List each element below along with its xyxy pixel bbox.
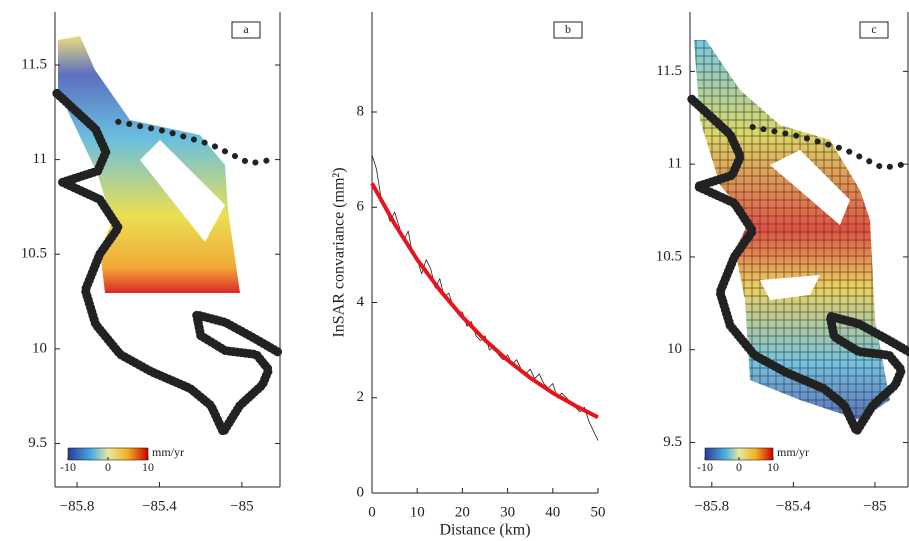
x-tick-label: 20 <box>455 504 470 520</box>
series-line <box>370 182 599 420</box>
colorbar-tick-label: -10 <box>60 460 76 474</box>
y-tick-label: 10.5 <box>21 246 47 262</box>
x-tick-label: −85.8 <box>60 498 95 514</box>
x-axis-label: Distance (km) <box>439 522 530 539</box>
panel-label-box <box>231 21 261 39</box>
panel-label: c <box>871 22 876 36</box>
y-tick-label: 2 <box>357 389 365 405</box>
y-tick-label: 11 <box>33 151 47 167</box>
y-tick-label: 9.5 <box>663 434 682 450</box>
colorbar-unit: mm/yr <box>777 445 809 459</box>
boundary <box>115 118 276 167</box>
y-tick-label: 0 <box>357 484 365 500</box>
y-tick-label: 10 <box>32 340 47 356</box>
x-tick-label: 10 <box>410 504 425 520</box>
swath-a <box>58 36 240 293</box>
colorbar-unit: mm/yr <box>152 445 184 459</box>
panel-label: b <box>565 22 571 36</box>
y-tick-label: 10 <box>667 341 682 357</box>
y-axis-label: InSAR convariance (mm²) <box>331 167 348 337</box>
y-tick-label: 8 <box>357 103 365 119</box>
colorbar-tick-label: 0 <box>105 460 111 474</box>
x-tick-label: −85.8 <box>694 498 729 514</box>
y-tick-label: 11.5 <box>656 63 682 79</box>
x-tick-label: −85 <box>230 498 253 514</box>
x-tick-label: 0 <box>368 504 376 520</box>
panel-label-box <box>553 21 583 39</box>
panel-label: a <box>243 22 249 36</box>
coastline <box>52 88 284 437</box>
colorbar-tick-label: -10 <box>697 460 713 474</box>
coastline <box>687 94 909 436</box>
y-tick-label: 4 <box>357 294 365 310</box>
x-tick-label: 50 <box>591 504 606 520</box>
x-tick-label: −85.4 <box>142 498 177 514</box>
x-tick-label: −85.4 <box>776 498 811 514</box>
x-tick-label: −85 <box>863 498 886 514</box>
x-tick-label: 40 <box>545 504 560 520</box>
colorbar-tick-label: 10 <box>767 460 779 474</box>
grid-c <box>694 40 890 420</box>
series-line <box>371 154 599 441</box>
y-tick-label: 11 <box>668 156 682 172</box>
y-tick-label: 10.5 <box>656 248 682 264</box>
y-tick-label: 9.5 <box>28 435 47 451</box>
colorbar-tick-label: 0 <box>736 460 742 474</box>
panel-label-box <box>859 21 889 39</box>
x-tick-label: 30 <box>500 504 515 520</box>
boundary <box>749 124 909 171</box>
y-tick-label: 6 <box>357 199 365 215</box>
colorbar-tick-label: 10 <box>142 460 154 474</box>
y-tick-label: 11.5 <box>21 56 47 72</box>
